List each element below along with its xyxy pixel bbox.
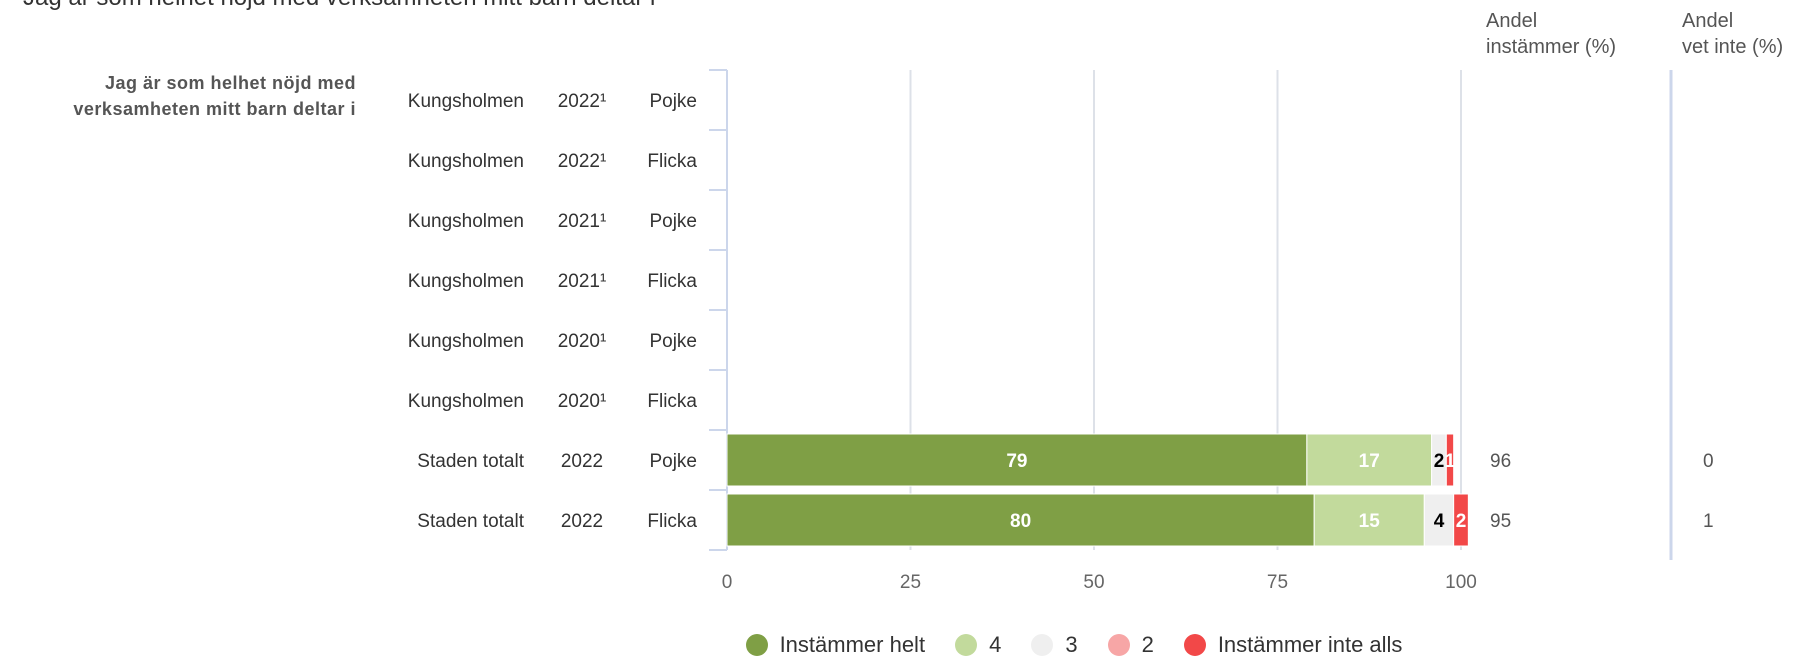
row-label-gender: Pojke <box>649 451 697 472</box>
row-label-year: 2020¹ <box>558 391 607 412</box>
value-vet-inte: 0 <box>1703 451 1714 472</box>
bar-segment <box>1423 493 1455 547</box>
bar-data-label: 2 <box>1456 511 1467 532</box>
bar-segment <box>1306 433 1433 487</box>
bar-data-label: 1 <box>1445 451 1456 472</box>
legend-item[interactable]: 3 <box>1031 632 1078 658</box>
column-header-instammer-line2: instämmer (%) <box>1486 36 1617 58</box>
x-tick-label: 75 <box>1267 572 1288 593</box>
row-label-gender: Flicka <box>647 151 697 172</box>
row-label-gender: Flicka <box>647 391 697 412</box>
bar-segment <box>1445 433 1455 487</box>
row-label-area: Staden totalt <box>417 451 524 472</box>
legend-swatch <box>955 634 978 656</box>
bar-segment <box>1453 493 1469 547</box>
row-label-area: Staden totalt <box>417 511 524 532</box>
chart-title: Jag är som helhet nöjd med verksamheten … <box>23 0 655 12</box>
legend-swatch <box>1183 634 1206 656</box>
legend-item[interactable]: 4 <box>955 632 1001 658</box>
legend-swatch <box>1107 634 1130 656</box>
value-instammer: 96 <box>1490 451 1511 472</box>
column-header-vet-inte-line2: vet inte (%) <box>1682 36 1784 58</box>
row-label-year: 2021¹ <box>558 211 607 232</box>
row-label-year: 2022¹ <box>558 151 607 172</box>
legend-label: 3 <box>1065 632 1078 657</box>
row-label-area: Kungsholmen <box>408 151 524 172</box>
x-tick-label: 100 <box>1445 572 1477 593</box>
legend-item[interactable]: Instämmer helt <box>745 632 926 658</box>
row-label-year: 2022 <box>561 511 603 532</box>
row-label-year: 2022 <box>561 451 603 472</box>
legend-swatch <box>1031 634 1054 656</box>
row-label-gender: Pojke <box>649 91 697 112</box>
row-label-area: Kungsholmen <box>408 91 524 112</box>
row-label-area: Kungsholmen <box>408 331 524 352</box>
legend-label: Instämmer helt <box>779 632 926 657</box>
x-tick-label: 25 <box>900 572 921 593</box>
legend: Instämmer helt 4 3 2 Instämmer inte alls <box>0 630 1808 660</box>
legend-label: Instämmer inte alls <box>1217 632 1403 657</box>
row-label-area: Kungsholmen <box>408 391 524 412</box>
chart-plot: 0 25 50 75 100 Kungsholmen 2022¹ Pojke Kungsholm… <box>408 69 1714 593</box>
bar-segment <box>726 493 1315 547</box>
legend-label: 2 <box>1141 632 1154 657</box>
row-label-year: 2020¹ <box>558 331 607 352</box>
row-label-gender: Flicka <box>647 511 697 532</box>
bar-data-label: 2 <box>1434 451 1445 472</box>
x-tick-label: 50 <box>1083 572 1104 593</box>
x-tick-label: 0 <box>722 572 733 593</box>
bar-data-label: 80 <box>1010 511 1031 532</box>
row-label-gender: Flicka <box>647 271 697 292</box>
value-vet-inte: 1 <box>1703 511 1714 532</box>
row-label-year: 2022¹ <box>558 91 607 112</box>
row-label-area: Kungsholmen <box>408 271 524 292</box>
column-header-instammer-line1: Andel <box>1486 10 1538 32</box>
legend-item[interactable]: 2 <box>1107 632 1154 658</box>
row-label-gender: Pojke <box>649 211 697 232</box>
bar-data-label: 4 <box>1434 511 1445 532</box>
legend-label: 4 <box>989 632 1002 657</box>
bar-data-label: 79 <box>1006 451 1027 472</box>
legend-item[interactable]: Instämmer inte alls <box>1183 632 1403 658</box>
row-label-gender: Pojke <box>649 331 697 352</box>
row-label-area: Kungsholmen <box>408 211 524 232</box>
bar-data-label: 15 <box>1359 511 1381 532</box>
column-header-vet-inte: Andel vet inte (%) <box>1682 8 1783 60</box>
legend-swatch <box>745 634 768 656</box>
value-instammer: 95 <box>1490 511 1511 532</box>
column-header-vet-inte-line1: Andel <box>1682 10 1734 32</box>
bar-segment <box>1313 493 1425 547</box>
column-header-instammer: Andel instämmer (%) <box>1486 8 1616 60</box>
question-label: Jag är som helhet nöjd med verksamheten … <box>73 73 356 119</box>
bar-data-label: 17 <box>1359 451 1380 472</box>
row-label-year: 2021¹ <box>558 271 607 292</box>
